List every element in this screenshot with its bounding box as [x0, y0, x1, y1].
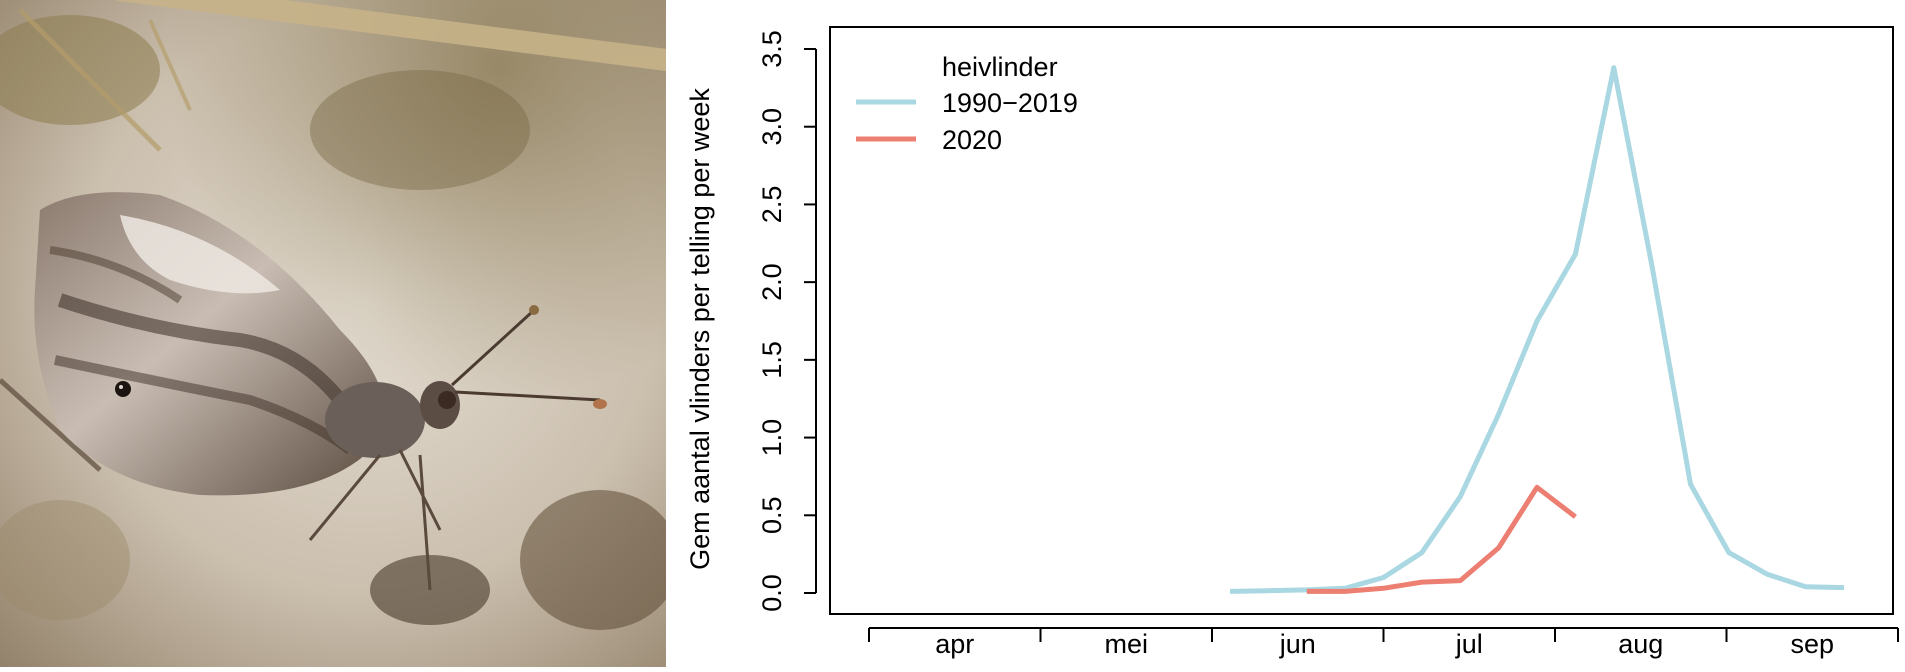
x-tick-label: apr	[935, 629, 974, 659]
y-tick-label: 1.5	[757, 341, 787, 379]
x-axis: apr mei jun jul aug sep	[869, 628, 1898, 659]
x-tick-label: aug	[1618, 629, 1663, 659]
y-tick-label: 3.5	[757, 30, 787, 68]
butterfly-photo	[0, 0, 666, 667]
series-line-2020	[1307, 487, 1576, 591]
y-tick-label: 2.5	[757, 186, 787, 224]
y-axis-label: Gem aantal vlinders per telling per week	[685, 88, 715, 570]
chart-panel: 0.0 0.5 1.0 1.5 2.0 2.5 3.0 3.5 apr mei jun jul aug…	[666, 0, 1905, 667]
series-group	[1230, 68, 1844, 592]
line-chart: 0.0 0.5 1.0 1.5 2.0 2.5 3.0 3.5 apr mei jun jul aug…	[666, 0, 1905, 667]
y-tick-label: 3.0	[757, 108, 787, 146]
butterfly-photo-illustration	[0, 0, 666, 667]
x-tick-label: jul	[1455, 629, 1483, 659]
legend: heivlinder 1990−2019 2020	[856, 52, 1078, 155]
x-tick-label: jun	[1279, 629, 1316, 659]
y-tick-label: 0.5	[757, 497, 787, 535]
y-tick-label: 1.0	[757, 419, 787, 457]
y-axis: 0.0 0.5 1.0 1.5 2.0 2.5 3.0 3.5	[757, 30, 816, 612]
y-tick-label: 2.0	[757, 263, 787, 301]
legend-label-1990-2019: 1990−2019	[942, 88, 1078, 118]
y-tick-label: 0.0	[757, 574, 787, 612]
x-tick-label: sep	[1790, 629, 1834, 659]
legend-title: heivlinder	[942, 52, 1058, 82]
series-line-1990-2019	[1230, 68, 1844, 592]
x-tick-label: mei	[1104, 629, 1148, 659]
legend-label-2020: 2020	[942, 125, 1002, 155]
